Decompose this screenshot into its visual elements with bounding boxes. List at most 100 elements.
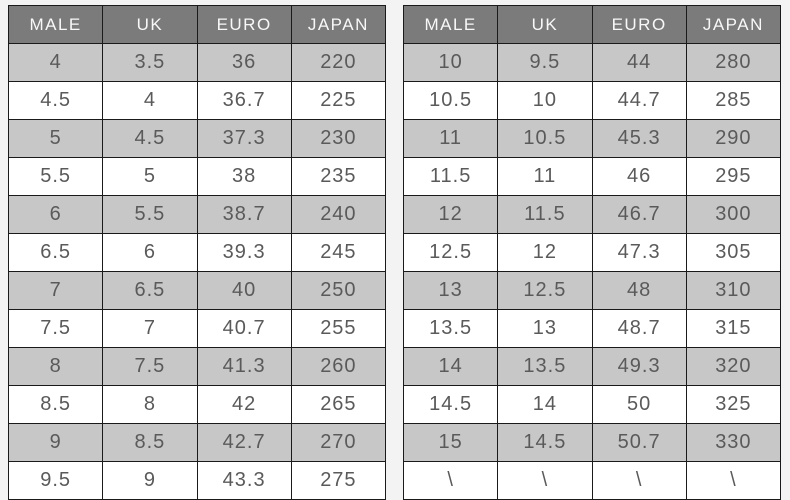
table-cell: 255: [290, 309, 387, 348]
table-cell: 7: [102, 309, 198, 348]
table-cell: 320: [685, 347, 782, 386]
table-row: 5.5 5 38 235: [7, 157, 387, 196]
table-cell: 6.5: [102, 271, 198, 310]
table-cell: 44.7: [591, 81, 687, 120]
table-cell: 11.5: [402, 157, 499, 196]
table-cell: 38: [196, 157, 292, 196]
table-row: 7.5 7 40.7 255: [7, 309, 387, 348]
table-cell: 300: [685, 195, 782, 234]
table-cell: 235: [290, 157, 387, 196]
table-row: 5 4.5 37.3 230: [7, 119, 387, 158]
table-cell: 42.7: [196, 423, 292, 462]
table-cell: 45.3: [591, 119, 687, 158]
column-header-euro: EURO: [591, 5, 687, 44]
table-cell: 8.5: [102, 423, 198, 462]
table-row: \ \ \ \: [402, 461, 782, 500]
table-cell: 3.5: [102, 43, 198, 82]
table-row: 10.5 10 44.7 285: [402, 81, 782, 120]
column-header-uk: UK: [497, 5, 593, 44]
table-cell: 46.7: [591, 195, 687, 234]
table-cell: 36: [196, 43, 292, 82]
table-cell: 5.5: [102, 195, 198, 234]
table-cell: 325: [685, 385, 782, 424]
table-row: 10 9.5 44 280: [402, 43, 782, 82]
table-row: 11 10.5 45.3 290: [402, 119, 782, 158]
table-cell: 11: [497, 157, 593, 196]
table-row: 14 13.5 49.3 320: [402, 347, 782, 386]
table-cell: 8.5: [7, 385, 104, 424]
table-cell: 13: [497, 309, 593, 348]
column-header-uk: UK: [102, 5, 198, 44]
table-cell: 9: [7, 423, 104, 462]
table-cell: 265: [290, 385, 387, 424]
table-cell: 40.7: [196, 309, 292, 348]
table-row: 13 12.5 48 310: [402, 271, 782, 310]
table-cell: 9: [102, 461, 198, 500]
table-cell: 8: [7, 347, 104, 386]
table-cell: 260: [290, 347, 387, 386]
table-cell: 10: [497, 81, 593, 120]
table-cell: 48.7: [591, 309, 687, 348]
table-cell: 245: [290, 233, 387, 272]
table-cell: 50: [591, 385, 687, 424]
table-cell: 12.5: [402, 233, 499, 272]
table-cell: 330: [685, 423, 782, 462]
table-cell: 14.5: [497, 423, 593, 462]
table-cell: 41.3: [196, 347, 292, 386]
column-header-euro: EURO: [196, 5, 292, 44]
table-cell: 13.5: [402, 309, 499, 348]
table-row: 7 6.5 40 250: [7, 271, 387, 310]
table-header-row: MALE UK EURO JAPAN: [7, 5, 387, 44]
table-cell: 7: [7, 271, 104, 310]
table-cell: 9.5: [7, 461, 104, 500]
table-cell: 6: [7, 195, 104, 234]
table-cell: 46: [591, 157, 687, 196]
column-header-japan: JAPAN: [290, 5, 387, 44]
table-header-row: MALE UK EURO JAPAN: [7, 5, 387, 44]
table-cell: 40: [196, 271, 292, 310]
table-row: 15 14.5 50.7 330: [402, 423, 782, 462]
table-row: 9.5 9 43.3 275: [7, 461, 387, 500]
table-cell: 11: [402, 119, 499, 158]
table-row: 9 8.5 42.7 270: [7, 423, 387, 462]
table-cell: 48: [591, 271, 687, 310]
table-cell: 290: [685, 119, 782, 158]
table-cell: 10.5: [497, 119, 593, 158]
table-row: 4.5 4 36.7 225: [7, 81, 387, 120]
table-cell: 15: [402, 423, 499, 462]
table-cell: 12: [402, 195, 499, 234]
table-cell: 43.3: [196, 461, 292, 500]
table-cell: 240: [290, 195, 387, 234]
table-cell: 4: [7, 43, 104, 82]
column-header-male: MALE: [7, 5, 104, 44]
table-body: 4 3.5 36 220 4.5 4 36.7 225 5 4.5 37.3 230 5.5 5 38 235…: [7, 43, 387, 500]
table-row: 13.5 13 48.7 315: [402, 309, 782, 348]
table-cell: 6: [102, 233, 198, 272]
table-cell: 230: [290, 119, 387, 158]
table-cell: 7.5: [102, 347, 198, 386]
size-table-left: MALE UK EURO JAPAN 4 3.5 36 220 4.5 4 36.7 225 5 4.5…: [7, 5, 387, 500]
table-cell: 39.3: [196, 233, 292, 272]
table-cell: 38.7: [196, 195, 292, 234]
table-row: 6.5 6 39.3 245: [7, 233, 387, 272]
size-table-right: MALE UK EURO JAPAN 10 9.5 44 280 10.5 10 44.7 285 1…: [402, 5, 782, 500]
column-header-japan: JAPAN: [685, 5, 782, 44]
table-cell: 5.5: [7, 157, 104, 196]
table-cell: 7.5: [7, 309, 104, 348]
table-cell: 44: [591, 43, 687, 82]
table-cell: 14: [402, 347, 499, 386]
table-cell: 310: [685, 271, 782, 310]
table-cell: 42: [196, 385, 292, 424]
table-cell: 6.5: [7, 233, 104, 272]
table-cell: 280: [685, 43, 782, 82]
table-row: 11.5 11 46 295: [402, 157, 782, 196]
table-cell: 10: [402, 43, 499, 82]
table-cell: 13.5: [497, 347, 593, 386]
table-body: 10 9.5 44 280 10.5 10 44.7 285 11 10.5 45.3 290 11.5…: [402, 43, 782, 500]
table-cell: 305: [685, 233, 782, 272]
table-cell: 275: [290, 461, 387, 500]
table-row: 4 3.5 36 220: [7, 43, 387, 82]
table-row: 12.5 12 47.3 305: [402, 233, 782, 272]
table-cell: 5: [102, 157, 198, 196]
table-cell: 8: [102, 385, 198, 424]
